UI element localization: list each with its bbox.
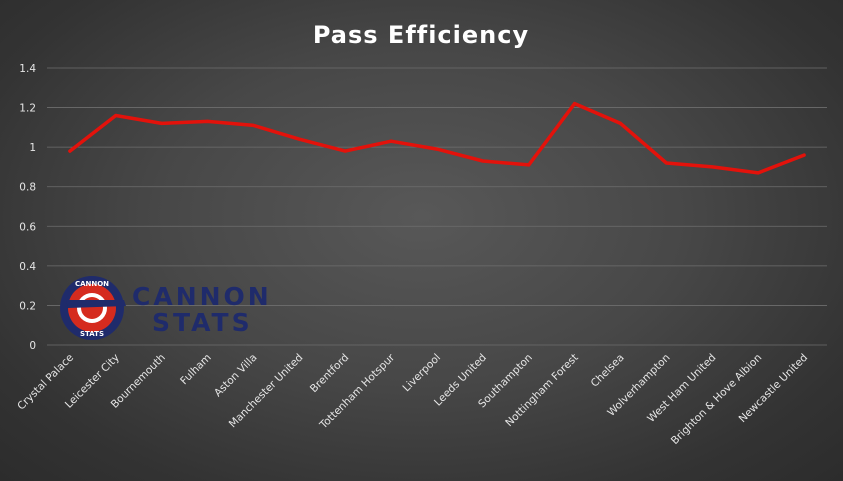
data-point [68, 149, 72, 153]
y-tick-label: 1.4 [19, 63, 36, 75]
x-tick-label: Aston Villa [212, 352, 260, 400]
x-tick-label: Fulham [178, 352, 214, 388]
data-point [251, 123, 255, 127]
logo-text-line2: STATS [152, 308, 253, 337]
y-tick-label: 0.6 [19, 221, 36, 233]
y-axis-ticks: 0 0.2 0.4 0.6 0.8 1 1.2 1.4 [19, 63, 36, 352]
data-point [527, 163, 531, 167]
data-point [710, 165, 714, 169]
y-tick-label: 1.2 [19, 103, 36, 115]
cannon-stats-badge-icon: CANNON STATS [60, 276, 126, 340]
logo-text-line1: CANNON [132, 282, 272, 311]
y-tick-label: 1 [29, 142, 36, 154]
data-point [343, 149, 347, 153]
data-point [435, 147, 439, 151]
chart-title: Pass Efficiency [313, 21, 529, 49]
series-layer [68, 101, 806, 175]
y-tick-label: 0.4 [19, 261, 36, 273]
logo-ring-top: CANNON [75, 280, 109, 288]
y-tick-label: 0.8 [19, 182, 36, 194]
data-point [297, 137, 301, 141]
x-tick-label: Liverpool [401, 352, 444, 395]
x-tick-label: Tottenham Hotspur [317, 351, 398, 432]
data-point [664, 161, 668, 165]
x-tick-label: Brentford [308, 352, 351, 395]
data-point [481, 159, 485, 163]
logo-ring-bottom: STATS [80, 330, 104, 338]
gridlines [47, 67, 827, 346]
series-line-0 [68, 101, 806, 175]
data-point [160, 121, 164, 125]
y-tick-label: 0.2 [19, 300, 36, 312]
data-point [114, 113, 118, 117]
data-point [206, 119, 210, 123]
y-tick-label: 0 [29, 340, 36, 352]
data-point [573, 102, 577, 106]
data-point [619, 121, 623, 125]
x-tick-label: Brighton & Hove Albion [669, 352, 764, 447]
x-tick-label: Chelsea [589, 352, 627, 390]
data-point [802, 153, 806, 157]
cannon-stats-logo: CANNON STATS CANNON STATS [60, 276, 272, 340]
data-point [389, 139, 393, 143]
data-point [756, 171, 760, 175]
